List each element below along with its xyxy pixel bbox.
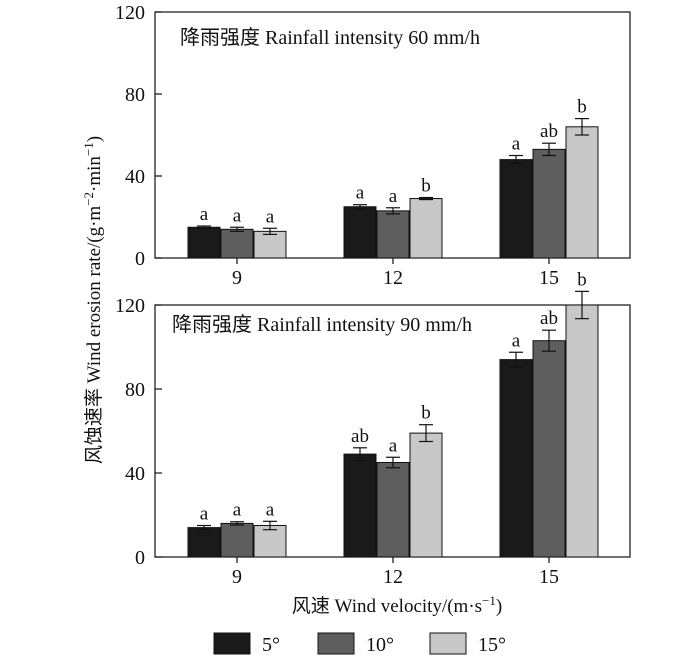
y-tick-label: 40 [125, 463, 145, 485]
bar [499, 359, 533, 558]
significance-label: b [577, 269, 587, 290]
x-tick-label: 15 [539, 267, 559, 289]
bar [409, 198, 443, 259]
legend-label-5: 5° [262, 634, 280, 656]
y-tick-label: 40 [125, 166, 145, 188]
bar [253, 525, 287, 558]
bar [187, 527, 221, 558]
legend-swatch-15 [429, 632, 467, 655]
significance-label: a [356, 183, 365, 204]
panel-60mmh: 0 40 80 120 9 12 15 降雨强度 Rainfall intensity 60 … [115, 2, 631, 289]
bar [343, 206, 377, 259]
panel-title: 降雨强度 Rainfall intensity 90 mm/h [172, 313, 472, 336]
significance-label: ab [351, 426, 369, 447]
x-axis-title: 风速 Wind velocity/(m·s−1) [292, 593, 502, 617]
x-tick-label: 9 [232, 566, 242, 588]
panel-90mmh: 0 40 80 120 9 12 15 降雨强度 Rainfall intensity 90 … [115, 269, 631, 588]
y-axis-title: 风蚀速率 Wind erosion rate/(g·m−2·min−1) [81, 136, 105, 464]
bar [220, 228, 254, 259]
legend-label-10: 10° [366, 634, 394, 656]
significance-label: a [233, 500, 242, 521]
bar [499, 159, 533, 259]
x-tick-label: 15 [539, 566, 559, 588]
bar [220, 522, 254, 558]
bar [253, 230, 287, 259]
legend: 5° 10° 15° [213, 632, 506, 656]
significance-label: a [266, 499, 275, 520]
significance-label: a [266, 206, 275, 227]
y-tick-label: 0 [135, 248, 145, 270]
significance-label: a [233, 205, 242, 226]
bar [565, 126, 599, 259]
bar [532, 340, 566, 558]
significance-label: b [577, 97, 587, 118]
significance-label: a [200, 504, 209, 525]
y-tick-label: 80 [125, 379, 145, 401]
bar [532, 148, 566, 259]
legend-swatch-10 [317, 632, 355, 655]
bar [376, 462, 410, 558]
y-tick-label: 80 [125, 84, 145, 106]
bar [409, 432, 443, 558]
y-tick-label: 0 [135, 547, 145, 569]
legend-label-15: 15° [478, 634, 506, 656]
significance-label: a [512, 134, 521, 155]
significance-label: a [512, 330, 521, 351]
bar [565, 304, 599, 558]
x-tick-label: 12 [383, 566, 403, 588]
bar [343, 453, 377, 558]
significance-label: b [421, 403, 431, 424]
x-tick-label: 9 [232, 267, 242, 289]
y-tick-label: 120 [115, 2, 145, 24]
significance-label: a [200, 204, 209, 225]
bar [187, 226, 221, 259]
significance-label: a [389, 435, 398, 456]
significance-label: ab [540, 308, 558, 329]
panel-title: 降雨强度 Rainfall intensity 60 mm/h [180, 26, 480, 49]
y-tick-label: 120 [115, 295, 145, 317]
bar [376, 210, 410, 259]
legend-swatch-5 [213, 632, 251, 655]
x-tick-label: 12 [383, 267, 403, 289]
significance-label: b [421, 176, 431, 197]
significance-label: a [389, 186, 398, 207]
significance-label: ab [540, 121, 558, 142]
